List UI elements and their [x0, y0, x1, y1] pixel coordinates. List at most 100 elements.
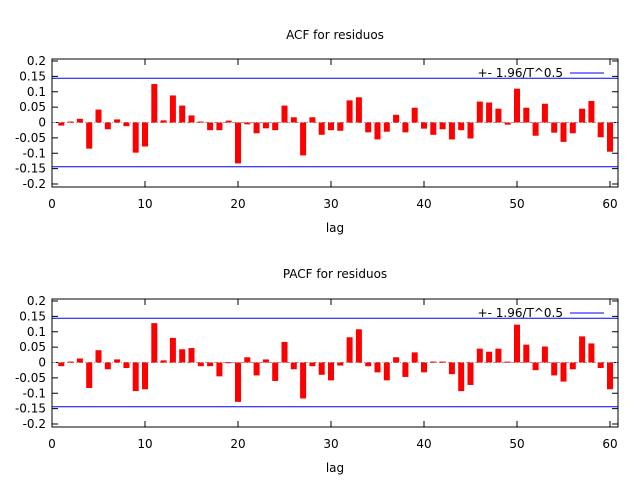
pacf-bar-lag-8 [123, 362, 130, 369]
acf-bar-lag-6 [104, 122, 111, 130]
pacf-bar-lag-19 [225, 362, 232, 364]
acf-y-tick-label: 0.2 [27, 54, 46, 68]
acf-bar-lag-37 [393, 114, 400, 123]
pacf-y-tick-label: 0.15 [19, 309, 46, 323]
pacf-bar-lag-34 [365, 362, 372, 367]
acf-y-tick-label: -0.05 [15, 131, 46, 145]
pacf-bar-lag-13 [169, 337, 176, 363]
pacf-bar-lag-16 [197, 362, 204, 367]
acf-bar-lag-13 [169, 95, 176, 123]
acf-y-tick-label: 0.05 [19, 100, 46, 114]
pacf-bar-lag-35 [374, 362, 381, 373]
acf-bar-lag-7 [114, 119, 121, 123]
acf-bar-lag-50 [514, 88, 520, 123]
acf-bar-lag-58 [588, 100, 595, 123]
pacf-y-tick-label: 0.2 [27, 294, 46, 308]
pacf-bar-lag-17 [207, 362, 214, 367]
pacf-bar-lag-55 [560, 362, 567, 382]
pacf-bar-lag-32 [346, 337, 353, 363]
acf-bar-lag-18 [216, 122, 223, 131]
acf-y-tick-label: 0.15 [19, 69, 46, 83]
acf-panel: ACF for residuoslag0.20.150.10.050-0.05-… [15, 28, 619, 235]
acf-bar-lag-56 [569, 122, 576, 134]
pacf-bar-lag-43 [448, 362, 455, 375]
pacf-bar-lag-6 [104, 362, 111, 370]
pacf-bar-lag-18 [216, 362, 223, 377]
acf-bar-lag-32 [346, 100, 353, 123]
acf-bar-lag-2 [67, 121, 74, 123]
acf-x-tick-label: 40 [416, 197, 431, 211]
pacf-bar-lag-4 [86, 362, 93, 389]
pacf-bar-lag-58 [588, 343, 595, 363]
acf-bar-lag-16 [197, 121, 204, 123]
acf-bar-lag-49 [504, 122, 511, 125]
pacf-x-tick-label: 50 [509, 437, 524, 451]
acf-bar-lag-10 [142, 122, 148, 147]
pacf-y-tick-label: 0.05 [19, 340, 46, 354]
acf-bar-lag-5 [95, 109, 102, 123]
acf-bar-lag-52 [532, 122, 539, 136]
pacf-y-tick-label: 0.1 [27, 325, 46, 339]
acf-bar-lag-27 [300, 122, 307, 156]
pacf-bar-lag-28 [309, 362, 316, 367]
pacf-bar-lag-14 [179, 349, 186, 363]
acf-bar-lag-30 [328, 122, 334, 131]
acf-x-axis-label: lag [326, 221, 344, 235]
acf-bar-lag-53 [541, 103, 548, 123]
pacf-bar-lag-40 [421, 362, 427, 373]
pacf-bar-lag-51 [523, 344, 530, 363]
acf-bar-lag-45 [467, 122, 474, 139]
acf-bar-lag-33 [355, 97, 362, 123]
acf-bar-lag-24 [272, 122, 279, 131]
acf-bar-lag-44 [458, 122, 465, 131]
pacf-panel: PACF for residuoslag0.20.150.10.050-0.05… [15, 267, 619, 475]
pacf-bar-lag-54 [551, 362, 558, 376]
pacf-x-tick-label: 30 [323, 437, 338, 451]
acf-bar-lag-3 [76, 118, 83, 123]
acf-bar-lag-36 [383, 122, 390, 132]
acf-bar-lag-23 [262, 122, 269, 129]
acf-y-tick-label: 0.1 [27, 85, 46, 99]
acf-y-tick-label: 0 [38, 116, 46, 130]
pacf-bar-lag-23 [262, 359, 269, 363]
acf-bar-lag-11 [151, 84, 158, 123]
acf-plot-frame [51, 58, 619, 188]
pacf-bar-lag-38 [402, 362, 409, 377]
acf-bar-lag-9 [132, 122, 139, 153]
acf-title: ACF for residuos [286, 28, 384, 42]
pacf-bar-lag-10 [142, 362, 148, 390]
acf-bar-lag-43 [448, 122, 455, 140]
acf-bar-lag-48 [495, 108, 502, 123]
pacf-x-tick-label: 0 [48, 437, 56, 451]
acf-bar-lag-47 [486, 102, 493, 123]
pacf-bar-lag-27 [300, 362, 307, 399]
pacf-bar-lag-36 [383, 362, 390, 381]
acf-bar-lag-31 [337, 122, 344, 131]
acf-bar-lag-41 [430, 122, 437, 135]
pacf-bar-lag-29 [318, 362, 325, 375]
pacf-bar-lag-21 [244, 357, 251, 363]
pacf-bar-lag-3 [76, 358, 83, 363]
pacf-plot-frame [51, 298, 619, 428]
pacf-bar-lag-59 [597, 362, 604, 369]
acf-y-tick-label: -0.2 [23, 177, 46, 191]
pacf-bar-lag-49 [504, 361, 511, 363]
pacf-y-tick-label: -0.1 [23, 386, 46, 400]
acf-bar-lag-12 [160, 120, 167, 123]
pacf-bar-lag-53 [541, 346, 548, 363]
pacf-y-tick-label: -0.15 [15, 402, 46, 416]
pacf-bar-lag-33 [355, 329, 362, 363]
acf-y-tick-label: -0.1 [23, 146, 46, 160]
pacf-x-tick-label: 10 [137, 437, 152, 451]
pacf-bar-lag-46 [476, 348, 483, 363]
acf-bar-lag-40 [421, 122, 427, 129]
pacf-bar-lag-20 [235, 362, 241, 402]
acf-bar-lag-28 [309, 117, 316, 123]
pacf-y-tick-label: -0.05 [15, 371, 46, 385]
pacf-bar-lag-52 [532, 362, 539, 371]
acf-bar-lag-22 [253, 122, 260, 134]
pacf-bar-lag-60 [607, 362, 613, 390]
pacf-x-tick-label: 20 [230, 437, 245, 451]
pacf-bar-lag-50 [514, 324, 520, 363]
acf-x-tick-label: 0 [48, 197, 56, 211]
